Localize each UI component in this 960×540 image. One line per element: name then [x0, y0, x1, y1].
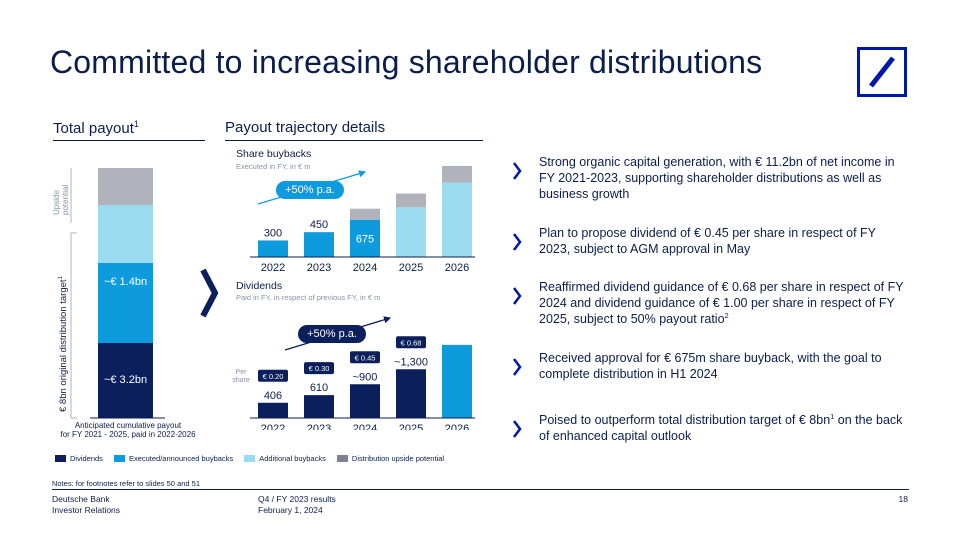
dividends-value-label: 610 [310, 382, 328, 394]
per-share-label: Per share [232, 369, 250, 384]
dividends-chart: 406 € 0.20 2022 610 € 0.30 2023 ~900 € 0.45 2024… [250, 316, 475, 430]
dividends-year-label: 2022 [261, 423, 285, 430]
footer-divider [52, 489, 909, 490]
legend: Dividends Executed/announced buybacks Addi… [55, 452, 444, 464]
buybacks-bar-2026-1 [442, 182, 472, 257]
footer-company: Deutsche Bank Investor Relations [52, 494, 121, 515]
bullet-chevron-icon [512, 287, 522, 310]
total-upside-segment [98, 168, 153, 205]
total-payout-underline [53, 140, 205, 141]
dividends-bar-2023-0 [304, 395, 334, 418]
buybacks-bar-2023-0 [304, 232, 334, 257]
dividends-title: Dividends [236, 280, 283, 292]
dividends-year-label: 2026 [445, 423, 469, 430]
per-share-value: € 0.20 [263, 372, 284, 381]
bullet-text: Reaffirmed dividend guidance of € 0.68 p… [539, 280, 904, 326]
legend-item: Distribution upside potential [336, 453, 445, 463]
buybacks-chart: 300 2022 450 2023 675 2024 2025 2026 [250, 165, 475, 274]
dividends-year-label: 2025 [399, 423, 423, 430]
bullet-text: Poised to outperform total distribution … [539, 411, 903, 443]
bullet-text: Plan to propose dividend of € 0.45 per s… [539, 226, 876, 256]
buybacks-subtitle: Executed in FY, in € m [236, 162, 311, 171]
bullet-text: Strong organic capital generation, with … [539, 155, 895, 201]
legend-swatch [55, 454, 66, 462]
chevron-right-icon [200, 268, 219, 318]
bullet-chevron-icon [512, 358, 522, 381]
logo-slash-icon [869, 56, 895, 88]
buybacks-year-label: 2022 [261, 262, 285, 274]
dividends-bar-2022-0 [258, 402, 288, 418]
legend-label: Executed/announced buybacks [128, 453, 234, 463]
notes-text: Notes: for footnotes refer to slides 50 … [52, 479, 201, 488]
total-payout-chart [70, 168, 165, 419]
legend-swatch [336, 454, 348, 462]
dividends-bar-2026-1 [442, 344, 472, 418]
buybacks-value-label: 300 [264, 227, 282, 239]
legend-label: Dividends [70, 453, 103, 463]
buybacks-value-label: 675 [356, 233, 374, 245]
buybacks-bar-2026-2 [442, 165, 472, 183]
per-share-value: € 0.68 [401, 338, 422, 347]
per-share-value: € 0.30 [309, 364, 330, 373]
dividends-bar-2024-0 [350, 384, 380, 418]
legend-swatch [244, 454, 256, 462]
bullet-chevron-icon [512, 233, 522, 256]
legend-item: Dividends [55, 454, 103, 463]
legend-label: Distribution upside potential [351, 453, 445, 463]
buybacks-year-label: 2024 [353, 262, 377, 274]
buybacks-bar-2025-1 [396, 207, 426, 257]
per-share-tag [304, 362, 334, 375]
buybacks-year-label: 2025 [399, 262, 423, 274]
total-executed-segment-lower [98, 298, 153, 343]
total-buybacks-value: ~€ 1.4bn [103, 276, 148, 288]
buybacks-title: Share buybacks [236, 148, 312, 160]
distribution-target-label: € 8bn original distribution target1 [58, 276, 70, 412]
trajectory-underline [225, 140, 483, 141]
total-additional-segment [98, 205, 153, 263]
upside-potential-label: Upside potential [52, 184, 70, 215]
buybacks-growth-pill: +50% p.a. [276, 181, 344, 199]
bullet-chevron-icon [512, 162, 522, 185]
per-share-tag [396, 336, 426, 349]
bullet-chevron-icon [512, 420, 522, 443]
buybacks-year-label: 2026 [445, 262, 469, 274]
page-title: Committed to increasing shareholder dist… [50, 44, 763, 80]
buybacks-value-label: 450 [310, 219, 328, 231]
per-share-tag [350, 351, 380, 364]
total-payout-title: Total payout1 [53, 119, 139, 137]
dividends-value-label: ~1,300 [394, 356, 428, 368]
dividends-year-label: 2023 [307, 423, 331, 430]
dividends-value-label: ~900 [353, 371, 378, 383]
total-payout-caption: Anticipated cumulative payout for FY 2021… [60, 421, 196, 439]
deutsche-bank-logo [857, 47, 907, 97]
legend-item: Executed/announced buybacks [113, 453, 234, 463]
total-dividends-segment [98, 343, 153, 418]
buybacks-bar-2022-0 [258, 240, 288, 257]
legend-item: Additional buybacks [244, 454, 326, 463]
dividends-growth-pill: +50% p.a. [298, 325, 366, 343]
legend-swatch [113, 454, 125, 462]
per-share-value: € 0.45 [355, 353, 376, 362]
dividends-value-label: 406 [264, 390, 282, 402]
buybacks-bar-2024-2 [350, 208, 380, 220]
buybacks-bar-2025-2 [396, 193, 426, 208]
total-dividends-value: ~€ 3.2bn [103, 374, 148, 386]
buybacks-year-label: 2023 [307, 262, 331, 274]
dividends-year-label: 2024 [353, 423, 377, 430]
buybacks-bar-2024-0 [350, 219, 380, 257]
bullet-text: Received approval for € 675m share buyba… [539, 351, 882, 381]
footer-report: Q4 / FY 2023 results February 1, 2024 [258, 494, 336, 515]
per-share-tag [258, 369, 288, 382]
dividends-bar-2025-0 [396, 369, 426, 418]
trajectory-title: Payout trajectory details [225, 119, 386, 136]
legend-label: Additional buybacks [259, 453, 326, 463]
page-number: 18 [898, 494, 908, 504]
dividends-subtitle: Paid in FY, in respect of previous FY, i… [236, 293, 381, 302]
